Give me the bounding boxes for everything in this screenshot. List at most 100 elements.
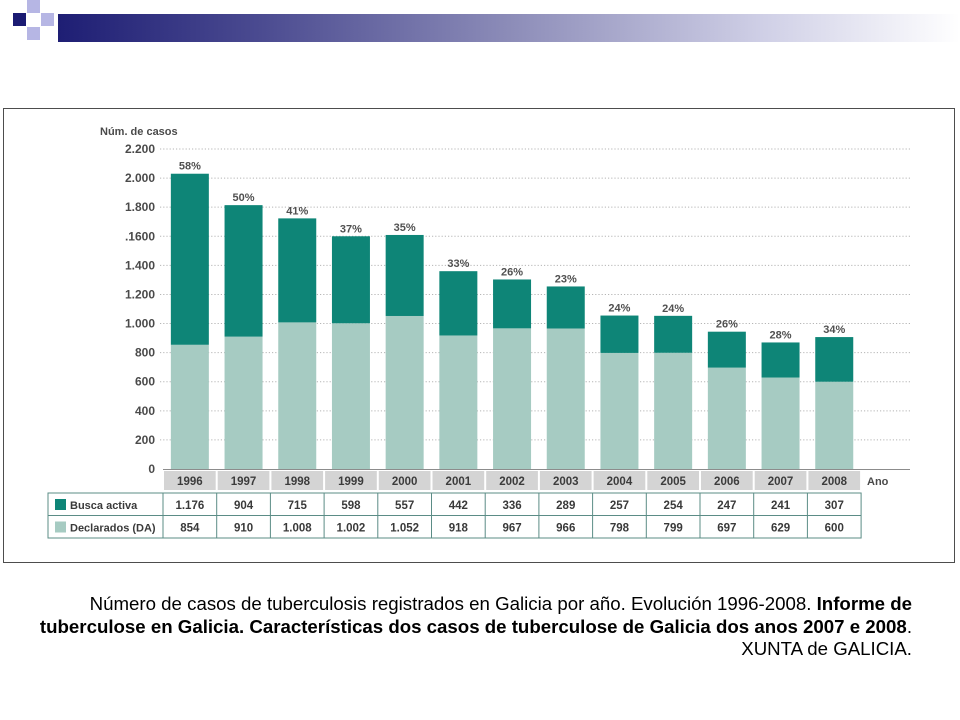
- bar-busca-activa-2006: [707, 331, 746, 368]
- bar-busca-activa-2007: [761, 342, 800, 378]
- caption-punctuation: .: [906, 615, 912, 637]
- y-tick-label: 200: [135, 433, 155, 447]
- bar-declarados-da-2008: [815, 381, 854, 469]
- bar-percent-labels: 58% 50% 41% 37% 35% 33% 26% 23% 24% 24% 26% 28% 34%: [179, 161, 846, 342]
- bars: [170, 173, 854, 469]
- year-cell-1999: [325, 471, 377, 490]
- caption-line: Número de casos de tuberculosis registra…: [0, 593, 912, 616]
- year-label-1997: 1997: [231, 476, 257, 488]
- year-cell-1997: [217, 471, 270, 490]
- table-cell-busca-activa-2005: 254: [664, 500, 684, 512]
- table-cell-busca-activa-1999: 598: [341, 500, 361, 512]
- bar-percent-label-2006: 26%: [716, 319, 738, 331]
- bar-percent-label-2003: 23%: [555, 273, 577, 285]
- year-label-2006: 2006: [714, 476, 740, 488]
- table-cell-busca-activa-2006: 247: [717, 500, 736, 512]
- year-cell-2007: [754, 471, 807, 490]
- data-table: Busca activa 1.176 904 715 598 557 442 336 289 25…: [47, 492, 862, 539]
- x-axis-title: Ano: [867, 476, 889, 488]
- bar-busca-activa-1996: [170, 173, 209, 345]
- bar-declarados-da-2006: [707, 367, 746, 469]
- legend-swatch-declarados-da: [55, 521, 66, 533]
- bar-busca-activa-2004: [600, 315, 639, 353]
- year-cell-1996: [164, 471, 216, 490]
- caption-source-title: tuberculose en Galicia. Características …: [39, 615, 907, 637]
- table-cell-busca-activa-2002: 336: [502, 500, 521, 512]
- bar-busca-activa-2000: [385, 234, 424, 316]
- table-cell-busca-activa-2001: 442: [449, 500, 468, 512]
- bar-busca-activa-2003: [546, 286, 585, 329]
- bar-declarados-da-2000: [385, 315, 424, 469]
- table-row-label-busca-activa: Busca activa: [70, 500, 138, 512]
- table-cell-busca-activa-2007: 241: [771, 500, 791, 512]
- header-square-lavender: [27, 27, 40, 40]
- year-label-2005: 2005: [660, 476, 686, 488]
- bar-declarados-da-2002: [493, 328, 532, 469]
- year-cell-2001: [432, 471, 485, 490]
- figure-caption: Número de casos de tuberculosis registra…: [0, 593, 912, 661]
- table-cell-busca-activa-2004: 257: [610, 500, 629, 512]
- bar-percent-label-2007: 28%: [770, 329, 792, 341]
- x-axis-year-row: 1996 1997 1998 1999 2000 2001 2002 2003 2004 2005…: [164, 471, 861, 490]
- table-cell-busca-activa-1996: 1.176: [175, 500, 204, 512]
- year-label-1996: 1996: [177, 476, 203, 488]
- year-label-2007: 2007: [768, 476, 794, 488]
- bar-percent-label-2002: 26%: [501, 266, 523, 278]
- bar-percent-label-2000: 35%: [394, 222, 416, 234]
- bar-percent-label-2008: 34%: [823, 324, 845, 336]
- y-tick-label: 1.800: [125, 200, 155, 214]
- bar-busca-activa-2008: [815, 337, 854, 382]
- header-square-lavender: [27, 0, 40, 13]
- table-cell-declarados-da-2004: 798: [610, 523, 630, 535]
- caption-line: tuberculose en Galicia. Características …: [0, 616, 912, 639]
- y-tick-label: 1.000: [125, 317, 155, 331]
- header-gradient-bar: [58, 14, 960, 42]
- table-cell-declarados-da-1996: 854: [180, 523, 200, 535]
- year-cell-2008: [808, 471, 861, 490]
- y-tick-label: 600: [135, 375, 155, 389]
- chart-frame: [3, 108, 955, 563]
- y-tick-label: 1.200: [125, 287, 155, 301]
- bar-percent-label-2001: 33%: [447, 258, 469, 270]
- bar-percent-label-1996: 58%: [179, 161, 201, 173]
- bar-percent-label-1997: 50%: [233, 192, 255, 204]
- bar-percent-label-1998: 41%: [286, 205, 308, 217]
- bar-percent-label-1999: 37%: [340, 223, 362, 235]
- year-cell-2002: [486, 471, 538, 490]
- bar-declarados-da-2004: [600, 352, 639, 469]
- bar-percent-label-2004: 24%: [608, 303, 630, 315]
- table-cell-declarados-da-1999: 1.002: [337, 523, 366, 535]
- legend-swatch-busca-activa: [55, 499, 66, 510]
- year-cell-2003: [539, 471, 592, 490]
- bar-busca-activa-1997: [224, 205, 263, 337]
- y-tick-label: 400: [135, 404, 155, 418]
- bar-declarados-da-1997: [224, 336, 263, 469]
- table-cell-declarados-da-2006: 697: [717, 523, 736, 535]
- bar-declarados-da-2003: [546, 328, 585, 469]
- table-cell-busca-activa-2000: 557: [395, 500, 414, 512]
- year-label-2002: 2002: [499, 476, 525, 488]
- bar-declarados-da-1996: [170, 344, 209, 469]
- table-cell-declarados-da-2001: 918: [449, 523, 469, 535]
- table-cell-declarados-da-2000: 1.052: [390, 523, 419, 535]
- table-cell-busca-activa-1997: 904: [234, 500, 254, 512]
- bar-declarados-da-2001: [439, 335, 478, 469]
- header-square-navy: [13, 13, 26, 26]
- bar-declarados-da-1998: [278, 322, 317, 469]
- table-cell-declarados-da-2007: 629: [771, 523, 790, 535]
- table-cell-declarados-da-2003: 966: [556, 523, 575, 535]
- year-cell-2004: [593, 471, 646, 490]
- y-tick-label: 2.200: [125, 142, 155, 156]
- y-tick-label: 1.400: [125, 258, 155, 272]
- year-label-2003: 2003: [553, 476, 579, 488]
- bar-busca-activa-2005: [654, 315, 693, 353]
- table-cell-declarados-da-1997: 910: [234, 523, 253, 535]
- year-label-2000: 2000: [392, 476, 418, 488]
- y-tick-label: 2.000: [125, 171, 155, 185]
- y-tick-label: 0: [148, 462, 155, 476]
- bar-busca-activa-1999: [331, 236, 370, 324]
- year-cell-1998: [271, 471, 324, 490]
- year-label-2004: 2004: [607, 476, 633, 488]
- caption-line: XUNTA de GALICIA.: [0, 638, 912, 661]
